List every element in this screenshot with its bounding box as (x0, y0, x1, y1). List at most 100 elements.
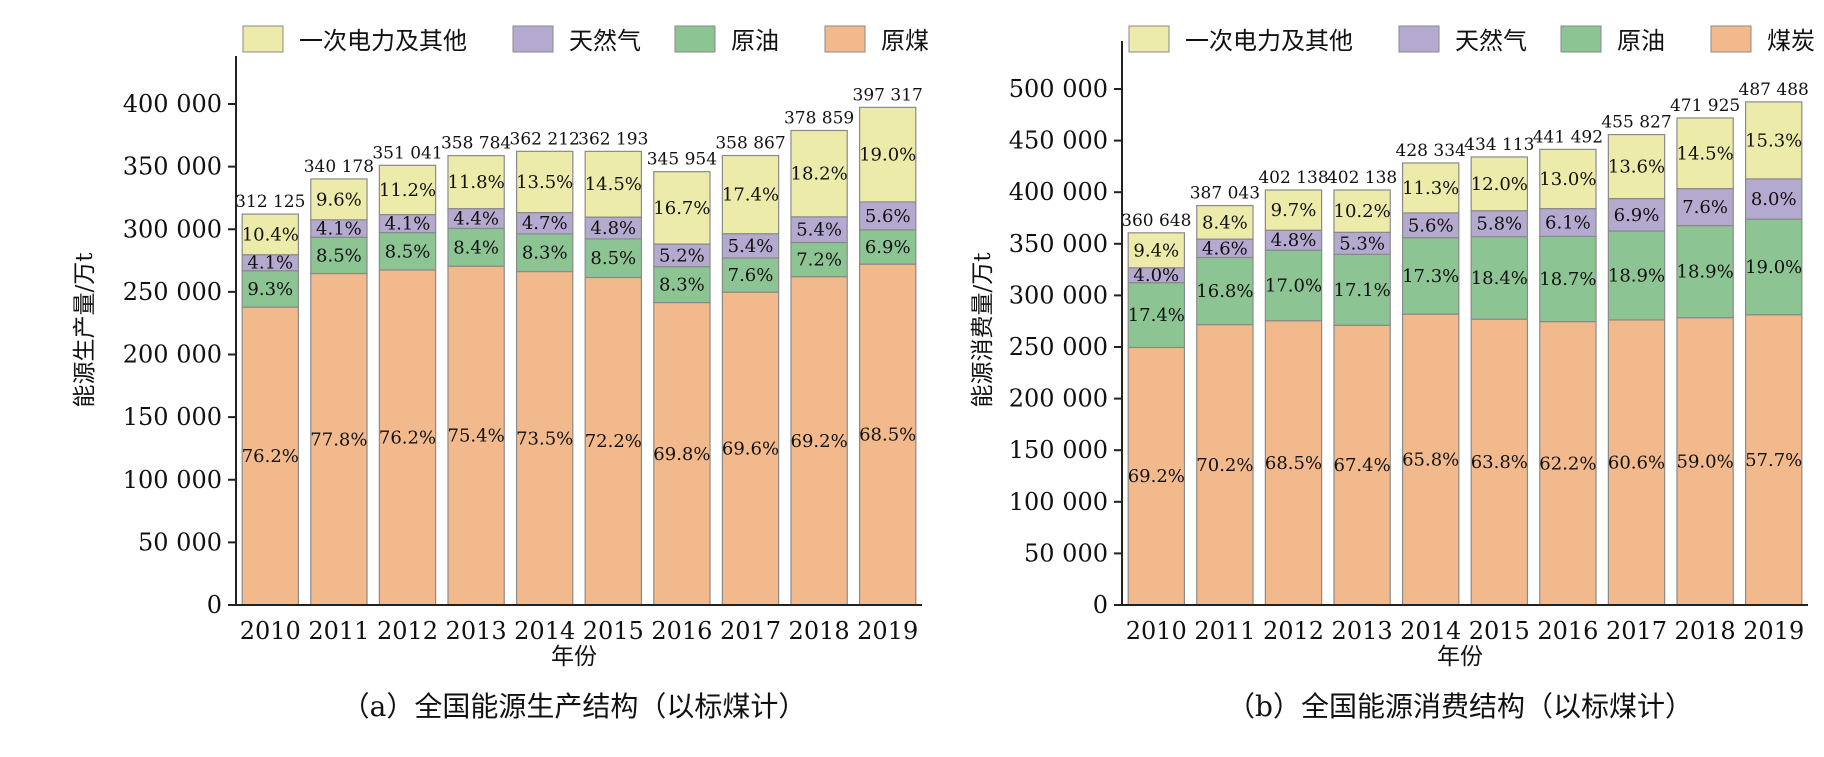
percent-label: 4.0% (1133, 265, 1179, 286)
total-label: 360 648 (1121, 211, 1191, 231)
percent-label: 9.6% (316, 189, 362, 210)
y-tick-label: 100 000 (1009, 488, 1108, 516)
bar-segment (1127, 282, 1186, 349)
bar-segment (1539, 321, 1597, 606)
percent-label: 7.6% (728, 265, 774, 286)
bar-segment (1196, 324, 1254, 606)
bar-segment (584, 150, 643, 218)
chart-caption: （b）全国能源消费结构（以标煤计） (1227, 690, 1693, 723)
percent-label: 4.4% (453, 209, 499, 230)
bar-segment (447, 155, 505, 210)
bar-segment (1264, 320, 1323, 606)
percent-label: 8.0% (1751, 189, 1797, 210)
percent-label: 9.4% (1133, 240, 1179, 261)
y-tick-label: 50 000 (1024, 539, 1108, 567)
bar-segment (515, 233, 574, 273)
x-tick-label: 2015 (1469, 617, 1530, 645)
x-tick-label: 2012 (377, 617, 438, 645)
legend-label: 原煤 (881, 27, 929, 55)
x-tick-label: 2013 (1332, 617, 1393, 645)
total-label: 397 317 (853, 85, 923, 105)
bar-segment (1744, 314, 1803, 606)
percent-label: 13.0% (1539, 169, 1596, 190)
percent-label: 15.3% (1745, 130, 1802, 151)
y-tick-label: 200 000 (123, 341, 222, 369)
y-tick-label: 50 000 (138, 528, 222, 556)
bar-segment (1470, 318, 1529, 606)
consumption-chart: 一次电力及其他 天然气 原油 煤炭 69.2% 17.4% 4.0% 9.4% 360 648 2… (970, 25, 1815, 723)
legend-swatch (824, 25, 866, 53)
percent-label: 4.8% (1271, 230, 1317, 251)
percent-label: 18.9% (1608, 265, 1665, 286)
percent-label: 4.1% (385, 214, 431, 235)
production-chart: 一次电力及其他 天然气 原油 原煤 76.2% 9.3% 4.1% 10.4% 312 125 2… (72, 25, 929, 723)
y-tick-label: 350 000 (1009, 230, 1108, 258)
bar-segment (1607, 197, 1666, 232)
x-tick-label: 2011 (1194, 617, 1255, 645)
y-tick-label: 150 000 (123, 403, 222, 431)
total-label: 345 954 (647, 150, 717, 170)
bar-segment (241, 213, 300, 256)
x-tick-label: 2018 (789, 617, 850, 645)
bar-segment (858, 229, 917, 265)
bar-segment (858, 263, 917, 606)
percent-label: 18.7% (1539, 269, 1596, 290)
percent-label: 69.2% (791, 431, 848, 452)
percent-label: 70.2% (1196, 455, 1253, 476)
x-tick-label: 2017 (1606, 617, 1667, 645)
percent-label: 68.5% (1265, 453, 1322, 474)
percent-label: 5.4% (728, 236, 774, 257)
y-tick-label: 0 (1093, 591, 1108, 619)
legend-swatch (1128, 25, 1170, 53)
total-label: 351 041 (372, 143, 442, 163)
x-tick-label: 2016 (651, 617, 712, 645)
bar-segment (1744, 101, 1803, 180)
y-axis-title: 能源生产量/万t (72, 252, 98, 408)
y-tick-label: 300 000 (1009, 281, 1108, 309)
total-label: 402 138 (1258, 168, 1328, 188)
bar-segment (515, 150, 574, 214)
y-tick-label: 400 000 (123, 90, 222, 118)
percent-label: 8.5% (590, 248, 636, 269)
percent-label: 5.6% (1408, 215, 1454, 236)
bar-segment (1470, 156, 1529, 212)
percent-label: 10.4% (242, 224, 299, 245)
bar-segment (584, 238, 643, 279)
total-label: 387 043 (1190, 184, 1260, 204)
percent-label: 4.1% (247, 253, 293, 274)
percent-label: 8.4% (453, 237, 499, 258)
percent-label: 18.9% (1677, 262, 1734, 283)
total-label: 362 212 (510, 129, 580, 149)
percent-label: 5.2% (659, 245, 705, 266)
bar-segment (1607, 133, 1666, 200)
bar-segment (1607, 230, 1666, 321)
y-tick-label: 100 000 (123, 466, 222, 494)
x-tick-label: 2012 (1263, 617, 1324, 645)
y-tick-label: 300 000 (123, 215, 222, 243)
bar-segment (1401, 313, 1460, 606)
legend-swatch (1710, 25, 1752, 53)
bar-segment (1470, 210, 1529, 238)
bar-segment (1607, 319, 1666, 606)
percent-label: 4.8% (590, 218, 636, 239)
y-tick-label: 150 000 (1009, 436, 1108, 464)
percent-label: 7.6% (1682, 197, 1728, 218)
percent-label: 10.2% (1334, 201, 1391, 222)
percent-label: 76.2% (379, 427, 436, 448)
y-tick-label: 250 000 (1009, 333, 1108, 361)
percent-label: 12.0% (1471, 174, 1528, 195)
percent-label: 6.9% (1614, 205, 1660, 226)
percent-label: 4.7% (522, 213, 568, 234)
bar-segment (1127, 232, 1186, 269)
bar-segment (1401, 162, 1460, 214)
total-label: 434 113 (1464, 135, 1534, 155)
percent-label: 65.8% (1402, 450, 1459, 471)
percent-label: 16.7% (653, 198, 710, 219)
bar-segment (790, 129, 848, 218)
percent-label: 4.6% (1202, 238, 1248, 259)
bar-segment (1676, 317, 1734, 606)
percent-label: 5.6% (865, 206, 911, 227)
total-label: 312 125 (235, 192, 305, 212)
x-tick-label: 2016 (1537, 617, 1598, 645)
